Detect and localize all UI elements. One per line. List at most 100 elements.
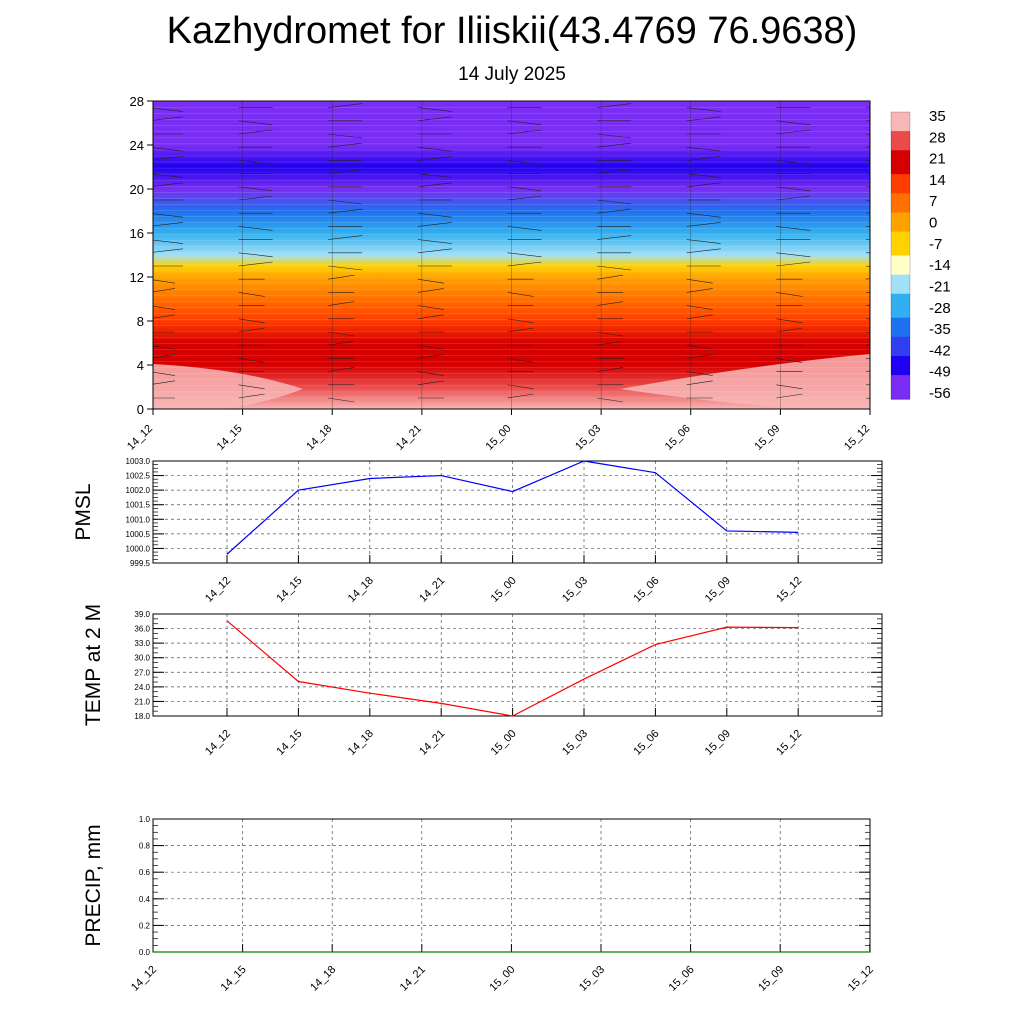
wind-barb	[238, 261, 273, 267]
x-tick-label: 14_12	[203, 575, 233, 605]
colorbar-bin	[891, 384, 910, 391]
contour-y-tick-label: 16	[130, 226, 144, 241]
panel-frame	[152, 460, 883, 564]
colorbar: 35 28 21 14 7 0 -7 -14 -21 -28 -35 -42 -49 -56	[890, 108, 951, 402]
wind-barb	[597, 367, 624, 372]
wind-barb	[686, 278, 713, 284]
wind-barb	[238, 384, 265, 390]
wind-barb	[328, 340, 355, 346]
colorbar-bin	[891, 202, 910, 209]
wind-barb	[238, 318, 265, 324]
colorbar-bin	[891, 145, 910, 151]
colorbar-bin	[891, 169, 910, 175]
colorbar-bin	[891, 131, 910, 137]
colorbar-label: -14	[929, 257, 951, 274]
x-tick-label: 14_18	[346, 728, 376, 758]
wind-barb	[153, 156, 184, 161]
colorbar-frame	[890, 111, 911, 400]
wind-barb	[776, 160, 811, 165]
wind-barb	[686, 239, 721, 244]
wind-barb	[417, 314, 444, 320]
wind-barb	[328, 133, 363, 139]
contour-x-tick-label: 14_18	[304, 423, 334, 453]
colorbar-bin	[891, 121, 910, 127]
wind-barb	[507, 292, 534, 297]
colorbar-label: 21	[929, 151, 946, 168]
wind-barb	[686, 222, 721, 227]
colorbar-bin	[891, 394, 910, 400]
colorbar-bin	[891, 164, 910, 170]
y-tick-label: 18.0	[134, 712, 150, 721]
colorbar-bin	[891, 231, 910, 237]
wind-barb	[238, 195, 273, 201]
wind-barb	[776, 384, 803, 390]
x-tick-label: 15_03	[577, 964, 607, 994]
y-tick-label: 1002.0	[126, 486, 151, 495]
x-tick-label: 14_15	[219, 964, 249, 994]
wind-barb-column	[776, 101, 811, 409]
colorbar-label: -21	[929, 278, 951, 295]
wind-barb	[417, 344, 444, 350]
colorbar-bin	[891, 298, 910, 304]
wind-barb	[328, 331, 355, 337]
colorbar-label: 7	[929, 193, 937, 210]
contour-y-tick-label: 0	[137, 402, 144, 417]
wind-barb	[507, 195, 542, 201]
wind-barb	[776, 195, 811, 201]
y-axis-label: TEMP at 2 M	[82, 604, 105, 726]
wind-barb	[597, 274, 624, 280]
colorbar-bin	[891, 126, 910, 132]
colorbar-bin	[891, 293, 910, 300]
wind-barb	[238, 160, 273, 165]
wind-barb	[686, 212, 721, 218]
wind-barb-column	[238, 101, 273, 409]
y-tick-label: 21.0	[134, 697, 150, 706]
wind-barb	[417, 212, 452, 218]
x-tick-label: 14_21	[417, 575, 447, 605]
wind-barb	[417, 239, 452, 244]
contour-x-tick-label: 14_21	[394, 423, 424, 453]
wind-barb	[686, 146, 721, 152]
x-tick-label: 15_09	[703, 728, 733, 758]
x-tick-label: 15_09	[703, 575, 733, 605]
colorbar-bin	[891, 207, 910, 214]
wind-barb	[238, 120, 273, 126]
colorbar-bin	[891, 332, 910, 338]
colorbar-bin	[891, 317, 910, 324]
contour-x-tick-label: 15_00	[484, 423, 514, 453]
colorbar-bin	[891, 217, 910, 223]
wind-barb	[153, 107, 184, 112]
y-tick-label: 24.0	[134, 683, 150, 692]
wind-barb	[686, 380, 713, 386]
contour-x-tick-label: 15_03	[573, 423, 603, 453]
colorbar-bin	[891, 303, 910, 309]
colorbar-label: 35	[929, 108, 946, 125]
colorbar-bin	[891, 155, 910, 161]
wind-barb	[686, 354, 713, 359]
wind-barb	[686, 314, 713, 320]
y-tick-label: 1002.5	[126, 472, 151, 481]
colorbar-bin	[891, 140, 910, 147]
colorbar-bin	[891, 116, 910, 123]
colorbar-bin	[891, 188, 910, 194]
wind-barb	[776, 226, 811, 231]
colorbar-bin	[891, 346, 910, 352]
wind-barb	[597, 397, 624, 403]
wind-barb	[686, 182, 721, 188]
x-tick-label: 15_03	[560, 575, 590, 605]
contour-y-tick-label: 24	[130, 138, 144, 153]
chart-title: Kazhydromet for Iliiskii(43.4769 76.9638…	[166, 10, 858, 52]
colorbar-bin	[891, 241, 910, 247]
colorbar-bin	[891, 269, 910, 276]
colorbar-bin	[891, 288, 910, 295]
x-tick-label: 15_03	[560, 728, 590, 758]
y-tick-label: 33.0	[134, 639, 150, 648]
wind-barb	[328, 265, 363, 271]
colorbar-bin	[891, 150, 910, 156]
x-tick-label: 15_12	[774, 728, 804, 758]
colorbar-bin	[891, 375, 910, 381]
wind-barb	[686, 248, 721, 254]
colorbar-bin	[891, 222, 910, 228]
wind-barb	[417, 146, 452, 152]
